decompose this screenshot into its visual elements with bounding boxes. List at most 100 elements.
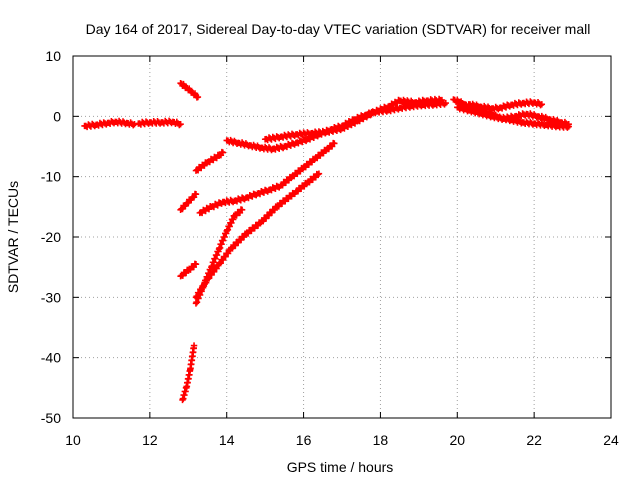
data-point-fill — [216, 246, 233, 267]
data-point-fill — [224, 212, 237, 233]
x-tick-label: 12 — [142, 432, 158, 448]
y-tick-label: 10 — [45, 48, 61, 64]
data-point-fill — [105, 118, 118, 127]
series-9 — [192, 170, 323, 301]
data-point-fill — [532, 99, 544, 109]
data-point-fill — [189, 89, 201, 101]
data-point-fill — [490, 103, 502, 113]
series-6 — [177, 260, 200, 280]
data-point-fill — [543, 120, 560, 131]
y-tick-label: -40 — [41, 350, 61, 366]
data-point-fill — [124, 119, 137, 129]
data-point-fill — [278, 130, 298, 141]
data-point-fill — [270, 142, 287, 153]
data-point-fill — [232, 206, 245, 219]
data-point-fill — [370, 103, 390, 117]
x-tick-label: 16 — [296, 432, 312, 448]
y-axis-label: SDTVAR / TECUs — [5, 181, 21, 293]
data-point-fill — [340, 117, 360, 132]
series-3 — [177, 79, 202, 101]
data-point-fill — [282, 139, 298, 151]
series-11 — [223, 99, 449, 154]
x-tick-label: 10 — [65, 432, 81, 448]
data-point-fill — [355, 109, 375, 125]
y-tick-label: -30 — [41, 289, 61, 305]
data-point-fill — [278, 173, 295, 189]
data-point-fill — [413, 96, 429, 107]
ticks: 10 12 14 16 18 20 22 24 10 0 -10 -20 -30 -40 -50 — [41, 48, 619, 448]
data-point-fill — [397, 96, 417, 107]
data-point-fill — [94, 119, 110, 129]
data-point-fill — [147, 118, 164, 127]
x-tick-label: 20 — [449, 432, 465, 448]
data-point-fill — [82, 120, 98, 131]
data-point-fill — [205, 261, 222, 282]
data-point-fill — [263, 133, 283, 144]
data-point-fill — [274, 189, 298, 210]
data-point-fill — [267, 182, 283, 194]
series-7 — [179, 342, 198, 404]
data-point-fill — [397, 102, 414, 112]
data-point-fill — [178, 202, 189, 213]
x-tick-label: 22 — [526, 432, 542, 448]
data-point-fill — [509, 99, 525, 109]
data-point-fill — [243, 219, 264, 237]
data-point-fill — [216, 148, 226, 159]
data-point-fill — [171, 118, 183, 129]
data-point-fill — [183, 367, 194, 390]
data-point-fill — [184, 196, 195, 207]
x-axis-label: GPS time / hours — [287, 459, 394, 475]
data-point-fill — [301, 155, 318, 171]
series-1 — [81, 117, 138, 131]
data-point-fill — [208, 248, 222, 270]
data-layer — [81, 79, 572, 404]
data-point-fill — [501, 112, 517, 123]
series-15 — [465, 98, 546, 113]
data-point-fill — [232, 194, 248, 205]
data-point-fill — [136, 118, 152, 128]
series-14 — [454, 103, 572, 129]
x-tick-label: 24 — [603, 432, 619, 448]
data-point-fill — [186, 260, 199, 273]
data-point-fill — [289, 164, 306, 180]
data-point-fill — [193, 276, 210, 300]
data-point-fill — [312, 146, 329, 162]
data-point-fill — [193, 159, 210, 174]
data-point-fill — [305, 170, 322, 186]
data-point-fill — [520, 118, 537, 128]
data-point-fill — [478, 102, 494, 113]
chart-title: Day 164 of 2017, Sidereal Day-to-day VTE… — [86, 21, 591, 37]
y-tick-label: 0 — [53, 108, 61, 124]
data-point-fill — [293, 179, 310, 195]
data-point-fill — [324, 139, 337, 153]
data-point-fill — [520, 98, 537, 108]
data-point-fill — [490, 112, 506, 123]
y-tick-label: -20 — [41, 229, 61, 245]
data-point-fill — [497, 101, 513, 112]
data-point-fill — [216, 230, 230, 252]
data-point-fill — [221, 196, 237, 207]
data-point-fill — [209, 199, 225, 211]
data-point-fill — [255, 186, 271, 198]
data-point-fill — [386, 104, 402, 115]
data-point-fill — [294, 136, 310, 147]
series-10 — [196, 139, 338, 217]
data-point-fill — [532, 119, 548, 129]
x-tick-label: 18 — [373, 432, 389, 448]
series-5 — [177, 190, 200, 214]
series-12 — [261, 95, 446, 144]
data-point-fill — [294, 129, 314, 139]
y-tick-label: -50 — [41, 410, 61, 426]
series-2 — [135, 117, 184, 129]
data-point-fill — [259, 203, 279, 225]
data-point-fill — [324, 124, 344, 136]
data-point-fill — [513, 110, 529, 121]
y-tick-label: -10 — [41, 169, 61, 185]
x-tick-label: 14 — [219, 432, 235, 448]
data-point-fill — [244, 190, 260, 202]
data-point-fill — [228, 230, 249, 252]
data-point-fill — [259, 143, 275, 154]
series-4 — [192, 148, 227, 174]
data-point-fill — [187, 344, 197, 372]
